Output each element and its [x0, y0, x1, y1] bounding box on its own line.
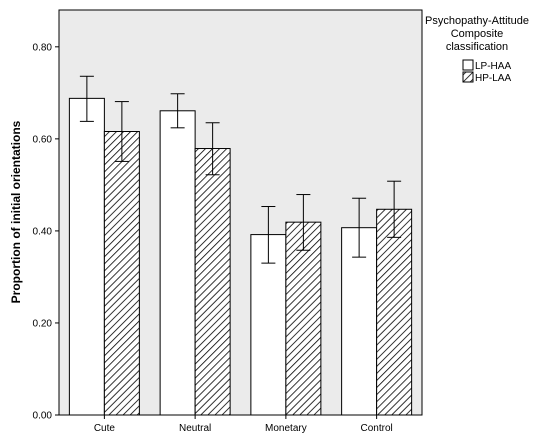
bar-hp-laa-cute [103, 131, 140, 416]
legend-title-line-3: classification [446, 41, 508, 53]
y-tick-label: 0.00 [33, 411, 53, 422]
bar-hp-laa-monetary [285, 221, 322, 416]
x-tick-label-control: Control [361, 423, 393, 434]
legend-label-lp-haa: LP-HAA [475, 61, 511, 72]
bar-lp-haa-neutral [159, 110, 196, 416]
x-tick-label-monetary: Monetary [265, 423, 307, 434]
legend-title-line-2: Composite [451, 28, 504, 40]
y-axis: 0.00 0.20 0.40 0.60 0.80 [33, 42, 59, 422]
y-tick-label: 0.60 [33, 134, 53, 145]
bar-lp-haa-control [341, 227, 378, 416]
legend-swatch-hp-laa [462, 71, 474, 83]
plot-border [58, 9, 423, 416]
y-tick-label: 0.80 [33, 42, 53, 53]
legend-label-hp-laa: HP-LAA [475, 73, 511, 84]
bar-hp-laa-neutral [194, 148, 231, 416]
x-tick-label-cute: Cute [94, 423, 116, 434]
legend-swatch-lp-haa [462, 59, 474, 71]
bar-lp-haa-cute [68, 97, 105, 416]
bars-group [68, 75, 413, 416]
bar-hp-laa-control [376, 208, 413, 416]
y-tick-label: 0.20 [33, 318, 53, 329]
x-axis: Cute Neutral Monetary Control [94, 415, 393, 434]
legend-title-line-1: Psychopathy-Attitude [425, 15, 529, 27]
x-tick-label-neutral: Neutral [179, 423, 211, 434]
y-tick-label: 0.40 [33, 226, 53, 237]
legend: Psychopathy-Attitude Composite classific… [425, 15, 529, 84]
y-axis-title: Proportion of initial orientations [9, 120, 23, 303]
